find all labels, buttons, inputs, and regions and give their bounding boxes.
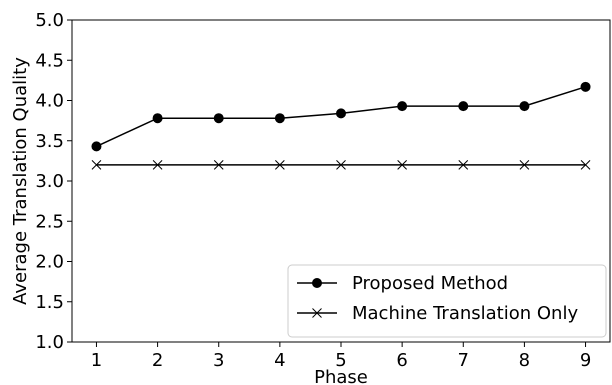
data-point-series-1 xyxy=(519,160,530,170)
y-tick-label: 1.0 xyxy=(35,332,64,353)
y-tick-label: 2.5 xyxy=(35,211,64,232)
x-marker-stroke xyxy=(275,160,285,170)
x-marker-stroke xyxy=(91,160,102,170)
data-point-series-1 xyxy=(580,160,591,170)
y-axis-ticks: 1.0 1.5 2.0 2.5 3.0 3.5 4.0 4.5 5.0 xyxy=(35,10,72,353)
data-point-series-0 xyxy=(152,113,163,124)
x-marker-stroke xyxy=(336,160,346,170)
y-tick-label: 4.5 xyxy=(35,50,64,71)
data-point-series-1 xyxy=(458,160,469,170)
y-tick-label: 4.0 xyxy=(35,91,64,112)
legend-marker xyxy=(312,278,322,288)
x-tick-label: 3 xyxy=(213,350,224,371)
y-tick-label: 5.0 xyxy=(35,10,64,31)
y-tick-label: 1.5 xyxy=(35,292,64,313)
x-axis-ticks: 1 2 3 4 5 6 7 8 9 xyxy=(91,342,591,371)
x-marker-stroke xyxy=(213,160,224,170)
x-marker-stroke xyxy=(312,308,322,318)
legend-label-machine-translation-only: Machine Translation Only xyxy=(352,303,578,324)
x-marker-stroke xyxy=(519,160,530,170)
data-point-series-0 xyxy=(336,108,346,119)
data-point-series-0 xyxy=(580,81,591,92)
x-tick-label: 4 xyxy=(274,350,285,371)
x-axis-label: Phase xyxy=(314,367,368,385)
data-point-series-0 xyxy=(519,101,530,112)
y-tick-label: 3.5 xyxy=(35,131,64,152)
x-tick-label: 8 xyxy=(519,350,530,371)
x-marker-stroke xyxy=(458,160,469,170)
legend-marker xyxy=(312,308,322,318)
x-tick-label: 9 xyxy=(580,350,591,371)
data-point-series-0 xyxy=(274,113,285,124)
data-point-series-1 xyxy=(397,160,407,170)
data-point-series-1 xyxy=(152,160,163,170)
data-point-series-0 xyxy=(458,101,469,112)
data-point-series-0 xyxy=(397,101,408,112)
x-marker-stroke xyxy=(397,160,407,170)
data-point-series-1 xyxy=(336,160,346,170)
y-axis-label: Average Translation Quality xyxy=(10,57,31,305)
legend-box xyxy=(287,264,607,338)
data-point-series-1 xyxy=(213,160,224,170)
x-marker-stroke xyxy=(152,160,163,170)
x-marker-stroke xyxy=(580,160,591,170)
y-tick-label: 3.0 xyxy=(35,171,64,192)
data-point-series-1 xyxy=(91,160,102,170)
x-tick-label: 7 xyxy=(458,350,469,371)
x-tick-label: 5 xyxy=(335,350,346,371)
data-point-series-1 xyxy=(275,160,285,170)
x-tick-label: 2 xyxy=(152,350,163,371)
legend-entry-machine-translation-only xyxy=(297,308,337,318)
legend-label-proposed-method: Proposed Method xyxy=(352,273,508,294)
legend: Proposed Method Machine Translation Only xyxy=(287,264,607,338)
y-tick-label: 2.0 xyxy=(35,252,64,273)
legend-entry-proposed-method xyxy=(297,278,337,288)
x-tick-label: 6 xyxy=(396,350,407,371)
data-point-series-0 xyxy=(91,141,102,152)
series-layer xyxy=(91,81,591,170)
data-point-series-0 xyxy=(213,113,224,124)
x-tick-label: 1 xyxy=(91,350,102,371)
